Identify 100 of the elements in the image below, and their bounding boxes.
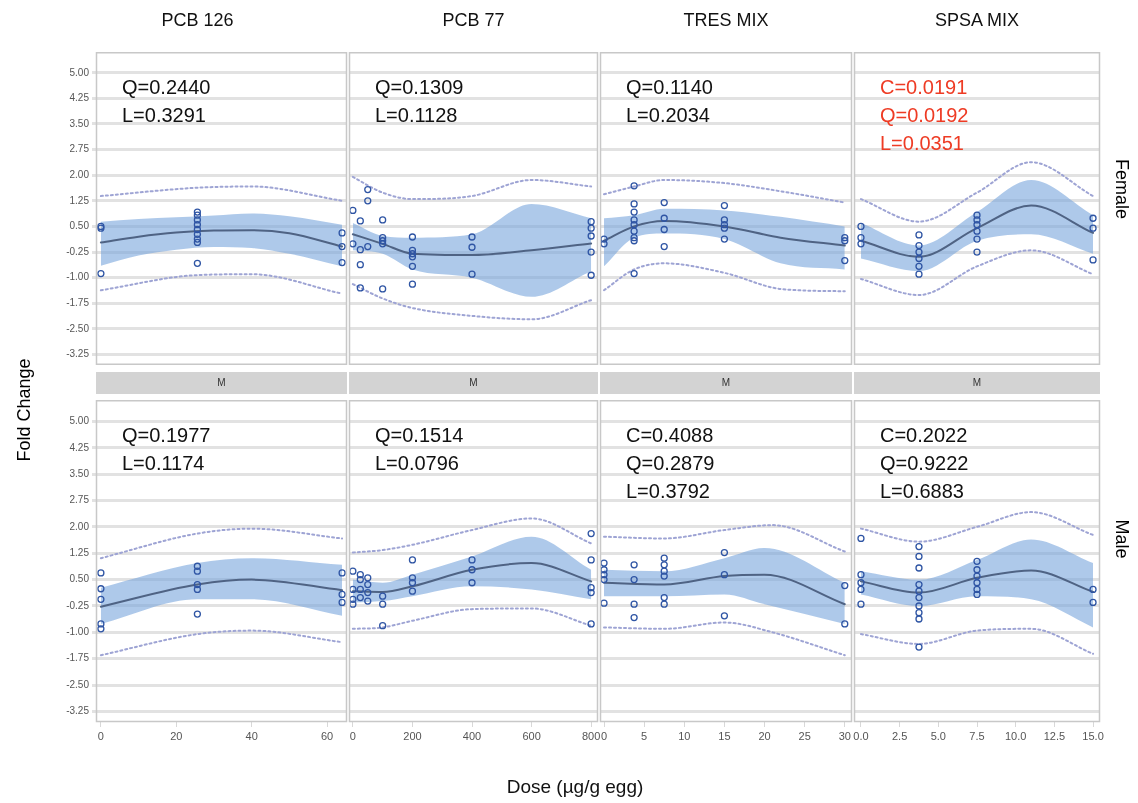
point bbox=[630, 237, 638, 245]
point bbox=[587, 584, 595, 592]
x-tick-label: 25 bbox=[798, 729, 811, 742]
point bbox=[660, 561, 668, 569]
y-tick-label: 1.25 bbox=[69, 194, 90, 206]
y-tick-label: 4.25 bbox=[69, 92, 90, 104]
point bbox=[600, 559, 608, 567]
point bbox=[349, 240, 357, 248]
annotation: Q=0.9222 bbox=[880, 452, 969, 475]
point bbox=[841, 581, 849, 590]
y-tick-label: -1.00 bbox=[66, 626, 90, 638]
point bbox=[193, 585, 202, 594]
point bbox=[97, 269, 105, 278]
point bbox=[630, 200, 638, 208]
y-tick-label: 2.00 bbox=[69, 168, 90, 180]
point bbox=[468, 233, 476, 241]
point bbox=[841, 234, 849, 242]
point bbox=[338, 258, 346, 267]
annotation: L=0.2034 bbox=[626, 104, 710, 127]
x-tick-label: 0.0 bbox=[853, 729, 869, 742]
point bbox=[660, 198, 668, 207]
point bbox=[660, 225, 668, 234]
point bbox=[193, 580, 202, 589]
point bbox=[600, 240, 608, 248]
x-tick-label: 5 bbox=[641, 729, 648, 742]
chart-title: TRES MIX bbox=[682, 10, 770, 31]
point bbox=[97, 569, 105, 577]
annotation: Q=0.1140 bbox=[626, 76, 713, 99]
point bbox=[915, 593, 923, 602]
point bbox=[915, 602, 923, 610]
chart-title: PCB 126 bbox=[160, 10, 235, 31]
point bbox=[915, 270, 923, 278]
point bbox=[973, 235, 981, 243]
annotation: C=0.2022 bbox=[880, 424, 968, 447]
point bbox=[193, 211, 202, 219]
point bbox=[973, 557, 981, 565]
x-tick-label: 40 bbox=[245, 729, 258, 742]
point bbox=[915, 609, 923, 617]
point bbox=[193, 562, 202, 570]
point bbox=[630, 208, 638, 216]
y-tick-label: 3.50 bbox=[69, 117, 90, 129]
point bbox=[408, 280, 417, 288]
y-tick-label: -3.25 bbox=[66, 705, 90, 717]
point bbox=[915, 262, 923, 271]
point bbox=[660, 214, 668, 222]
point bbox=[973, 248, 981, 256]
point bbox=[379, 600, 387, 608]
point bbox=[1089, 256, 1097, 264]
annotation: C=0.4088 bbox=[626, 424, 714, 447]
point bbox=[364, 580, 372, 589]
point bbox=[720, 612, 729, 620]
point bbox=[1089, 214, 1097, 222]
point bbox=[973, 221, 981, 229]
x-tick-label: 0 bbox=[349, 729, 356, 742]
point bbox=[379, 237, 387, 245]
y-tick-label: -1.75 bbox=[66, 296, 90, 308]
point bbox=[660, 567, 668, 575]
point bbox=[379, 592, 387, 600]
point bbox=[356, 217, 364, 225]
point bbox=[379, 285, 387, 293]
x-tick-label: 2.5 bbox=[891, 729, 908, 742]
point bbox=[468, 556, 476, 564]
y-tick-label: 1.25 bbox=[69, 546, 90, 558]
point bbox=[857, 234, 865, 242]
point bbox=[915, 241, 923, 250]
point bbox=[408, 250, 417, 258]
point bbox=[587, 224, 595, 232]
point bbox=[600, 566, 608, 574]
point bbox=[915, 231, 923, 239]
point bbox=[379, 622, 387, 630]
y-tick-label: 2.00 bbox=[69, 520, 90, 532]
point bbox=[408, 579, 417, 587]
y-tick-label: -1.75 bbox=[66, 652, 90, 664]
point bbox=[600, 571, 608, 579]
x-tick-label: 12.5 bbox=[1043, 729, 1066, 742]
point bbox=[915, 542, 923, 551]
point bbox=[915, 615, 923, 623]
y-tick-label: 5.00 bbox=[69, 66, 90, 78]
point bbox=[193, 230, 202, 238]
point bbox=[338, 590, 346, 599]
point bbox=[356, 575, 364, 584]
annotation: Q=0.2440 bbox=[122, 76, 211, 99]
point bbox=[630, 221, 638, 229]
x-tick-label: 600 bbox=[522, 729, 541, 742]
point bbox=[193, 221, 202, 229]
point bbox=[660, 572, 668, 580]
point bbox=[857, 222, 865, 231]
point bbox=[973, 216, 981, 224]
y-tick-label: -0.25 bbox=[66, 245, 90, 257]
point bbox=[379, 216, 387, 224]
point bbox=[720, 221, 729, 229]
point bbox=[1089, 224, 1097, 232]
point bbox=[1089, 585, 1097, 594]
point bbox=[408, 246, 417, 254]
point bbox=[600, 599, 608, 607]
point bbox=[915, 580, 923, 589]
point bbox=[630, 561, 638, 569]
annotation: L=0.3291 bbox=[122, 104, 206, 127]
point bbox=[973, 572, 981, 580]
point bbox=[857, 571, 865, 579]
